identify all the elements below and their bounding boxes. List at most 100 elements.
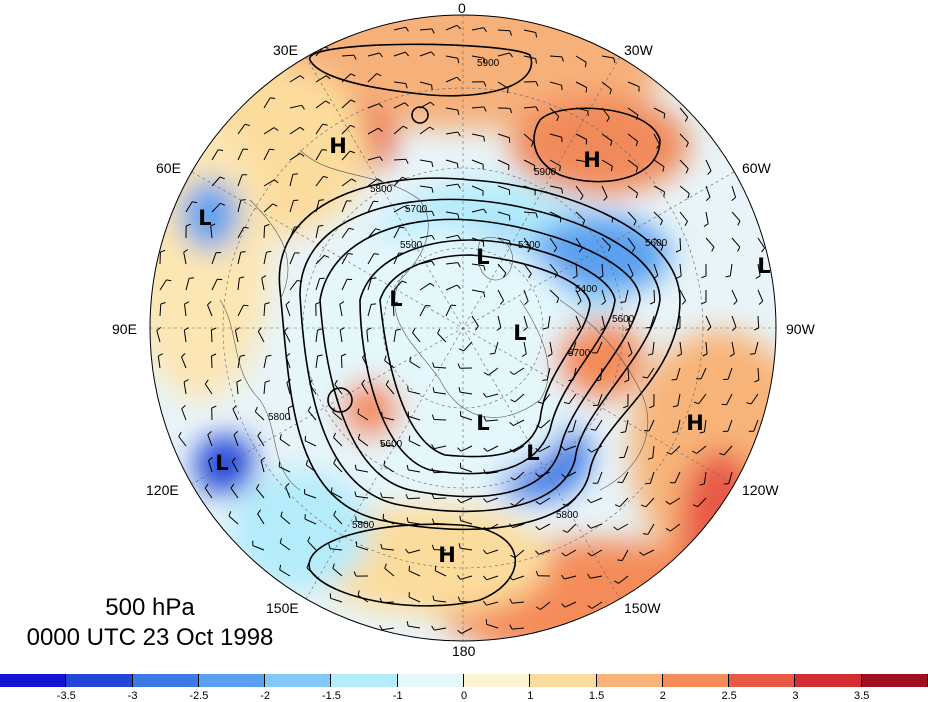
wind-barb-flag — [665, 500, 671, 505]
wind-barb — [181, 408, 187, 421]
wind-barb — [419, 51, 432, 57]
wind-barb — [304, 518, 317, 525]
wind-barb-flag — [509, 240, 511, 246]
wind-barb-flag — [536, 425, 542, 429]
map-border — [149, 14, 777, 642]
wind-barb-flag — [324, 254, 330, 258]
wind-barb-flag — [379, 52, 383, 58]
wind-barb — [540, 419, 551, 429]
wind-barb — [540, 601, 551, 610]
wind-barb — [279, 542, 291, 551]
wind-barb — [621, 471, 629, 483]
wind-barb — [280, 515, 291, 525]
wind-barb — [575, 185, 584, 196]
wind-barb — [679, 107, 689, 118]
wind-barb — [287, 408, 291, 421]
wind-barb — [419, 305, 427, 317]
colorbar-tick-label: -1.5 — [321, 690, 341, 702]
wind-barb — [728, 471, 733, 484]
wind-barb — [731, 185, 737, 198]
wind-barb-flag — [587, 498, 592, 504]
colorbar-segment — [198, 674, 266, 687]
wind-barb-flag — [432, 362, 435, 368]
wind-barb-flag — [406, 621, 409, 627]
wind-barb — [445, 211, 458, 215]
wind-barb-flag — [483, 549, 487, 555]
wind-barb-flag — [635, 141, 639, 147]
wind-barb-flag — [587, 448, 592, 453]
wind-barb — [538, 549, 551, 555]
wind-barb — [263, 149, 270, 161]
wind-barb-flag — [483, 106, 487, 112]
wind-barb-flag — [528, 273, 532, 279]
colorbar-tick-label: 3 — [792, 690, 799, 702]
wind-barb-flag — [509, 598, 513, 604]
wind-barb — [263, 127, 275, 135]
wind-barb-flag — [429, 126, 435, 131]
wind-barb — [419, 185, 432, 189]
wind-barb — [705, 341, 708, 355]
wind-barb — [601, 55, 614, 59]
wind-barb — [237, 356, 241, 369]
high-center: H — [438, 543, 456, 567]
wind-barb-flag — [617, 559, 623, 561]
wind-barb-flag — [457, 574, 461, 580]
wind-barb — [642, 549, 655, 556]
wind-barb — [211, 149, 219, 161]
wind-barb-flag — [509, 371, 515, 375]
wind-barb-flag — [279, 434, 282, 440]
contour-label: 5600 — [645, 238, 668, 249]
wind-barb-flag — [166, 279, 172, 282]
wind-barb-flag — [535, 550, 540, 555]
wind-barb-flag — [333, 458, 337, 464]
wind-barb-flag — [459, 515, 461, 521]
wind-barb — [260, 460, 265, 473]
wind-barb-flag — [307, 406, 312, 412]
wind-barb — [523, 159, 535, 166]
wind-barb-flag — [353, 54, 357, 60]
wind-barb-flag — [456, 24, 461, 30]
colorbar-segment — [464, 674, 531, 687]
colorbar-segment — [0, 674, 67, 687]
wind-barb-flag — [429, 282, 435, 287]
wind-barb — [471, 185, 484, 192]
wind-barb-flag — [384, 355, 387, 361]
wind-barb — [263, 225, 266, 239]
wind-barb — [289, 200, 294, 213]
wind-barb — [289, 174, 294, 187]
wind-barb-flag — [614, 504, 620, 508]
wind-barb — [653, 211, 663, 221]
wind-barb-flag — [306, 563, 310, 569]
wind-barb — [486, 575, 499, 581]
wind-barb — [356, 520, 369, 525]
wind-barb — [315, 226, 319, 239]
wind-barb — [159, 303, 162, 317]
wind-barb-flag — [705, 196, 711, 201]
colorbar-segment — [331, 674, 398, 687]
wind-barb-flag — [437, 328, 441, 334]
wind-barb-flag — [701, 301, 707, 305]
wind-barb — [471, 289, 484, 293]
wind-barb-flag — [684, 116, 689, 122]
wind-barb — [727, 367, 733, 380]
wind-barb-flag — [509, 421, 514, 426]
wind-barb-flag — [535, 500, 541, 505]
wind-barb-flag — [266, 354, 272, 357]
wind-barb-flag — [351, 178, 357, 183]
wind-barb-flag — [350, 99, 356, 103]
wind-barb — [366, 330, 369, 343]
wind-barb-flag — [719, 452, 725, 456]
wind-barb — [257, 435, 265, 447]
wind-barb-flag — [353, 571, 357, 577]
wind-barb-flag — [380, 440, 383, 446]
wind-barb-flag — [707, 326, 712, 331]
wind-barb-flag — [361, 379, 366, 385]
wind-barb-flag — [235, 327, 240, 331]
wind-barb — [679, 211, 688, 222]
height-contours — [278, 43, 681, 607]
wind-barb — [419, 282, 431, 291]
wind-barb-flag — [272, 203, 278, 207]
wind-barb — [419, 159, 432, 163]
wind-barb — [514, 471, 525, 481]
colorbar-segment — [861, 674, 928, 687]
